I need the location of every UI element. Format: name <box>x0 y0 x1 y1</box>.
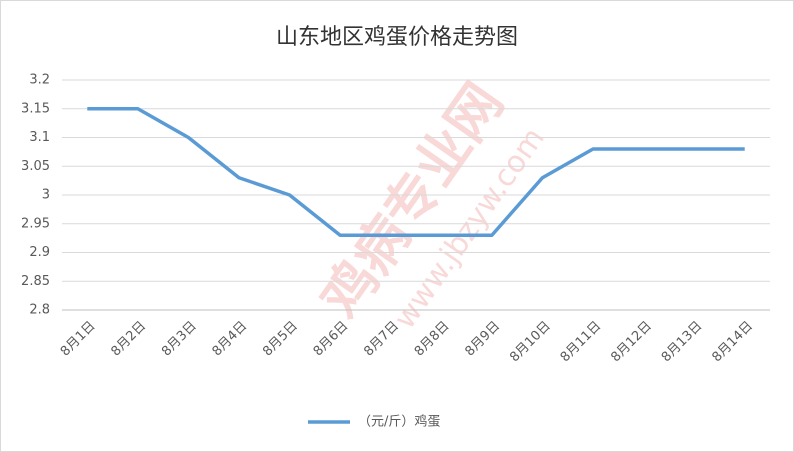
y-tick-label: 3.2 <box>29 73 50 88</box>
y-tick-label: 3.05 <box>21 159 50 174</box>
y-tick-label: 2.8 <box>29 303 50 318</box>
y-tick-label: 3 <box>42 188 50 203</box>
y-tick-label: 3.1 <box>29 130 50 145</box>
chart-title: 山东地区鸡蛋价格走势图 <box>276 25 518 50</box>
y-tick-label: 2.85 <box>21 274 50 289</box>
y-tick-label: 3.15 <box>21 101 50 116</box>
y-tick-label: 2.9 <box>29 245 50 260</box>
legend-label: （元/斤）鸡蛋 <box>358 414 440 430</box>
series-line <box>87 107 745 237</box>
y-tick-label: 2.95 <box>21 216 50 231</box>
